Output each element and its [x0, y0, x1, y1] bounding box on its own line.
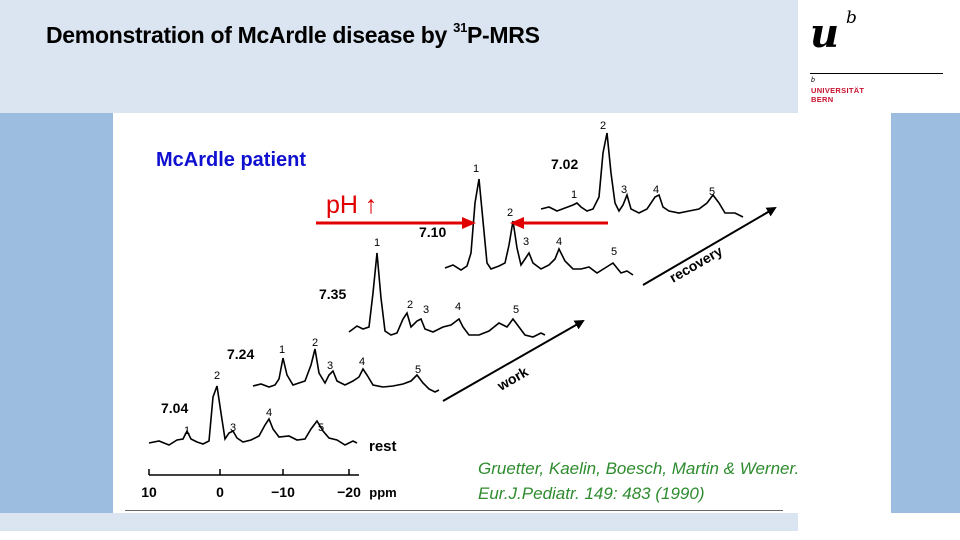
side-band-left: [0, 113, 113, 513]
peak-label: 1: [184, 425, 190, 437]
logo-text: UNIVERSITÄT BERN: [811, 86, 864, 104]
stage-label-rest: rest: [369, 438, 397, 455]
logo-mark-sup: b: [846, 8, 857, 28]
ppm-tick-label: −10: [271, 484, 295, 500]
peak-label: 3: [230, 422, 236, 434]
peak-label: 2: [600, 120, 606, 132]
patient-label: McArdle patient: [156, 149, 307, 171]
university-logo: u b b UNIVERSITÄT BERN: [798, 0, 960, 113]
peak-label: 1: [473, 163, 479, 175]
slide-title: Demonstration of McArdle disease by 31P-…: [46, 20, 540, 48]
spectrum-trace-recovery2: [540, 132, 744, 218]
ph-label: pH ↑: [326, 191, 377, 220]
peak-label: 3: [327, 360, 333, 372]
peak-label: 3: [621, 184, 627, 196]
peak-label: 2: [407, 299, 413, 311]
logo-text-line1: UNIVERSITÄT: [811, 86, 865, 95]
spectrum-ph-label: 7.04: [161, 400, 188, 416]
logo-mark: u: [810, 10, 840, 57]
spectrum-ph-label: 7.35: [319, 286, 346, 302]
ppm-tick-label: 10: [141, 484, 157, 500]
spectrum-trace-rest: [148, 385, 358, 446]
peak-label: 4: [266, 407, 272, 419]
peak-label: 1: [571, 189, 577, 201]
ppm-unit-label: ppm: [369, 485, 396, 500]
recovery-arrow: [642, 206, 777, 286]
mrs-figure: 10 0 −10 −20 ppm rest work recovery 7.04…: [113, 113, 891, 513]
citation: Gruetter, Kaelin, Boesch, Martin & Werne…: [478, 456, 799, 506]
spectrum-trace-recovery: [444, 178, 634, 276]
stage-label-recovery: recovery: [667, 242, 726, 285]
ph-arrow-right-head: [510, 217, 524, 229]
peak-label: 4: [556, 236, 562, 248]
side-band-right: [891, 113, 960, 513]
peak-label: 5: [318, 422, 324, 434]
spectra-plot: 10 0 −10 −20 ppm rest work recovery 7.04…: [141, 120, 777, 500]
work-arrow: [442, 320, 585, 402]
ph-label-text: pH: [326, 191, 358, 219]
ph-arrow-left-head: [462, 217, 476, 229]
spectrum-ph-label: 7.24: [227, 346, 254, 362]
peak-label: 2: [507, 207, 513, 219]
peak-label: 5: [513, 304, 519, 316]
peak-label: 4: [455, 301, 461, 313]
peak-label: 2: [214, 370, 220, 382]
peak-label: 4: [653, 184, 659, 196]
citation-journal: Eur.J.Pediatr. 149: 483 (1990): [478, 484, 705, 503]
logo-text-line2: BERN: [811, 95, 834, 104]
spectrum-ph-label: 7.02: [551, 156, 578, 172]
figure-bottom-rule: [125, 510, 783, 511]
peak-label: 3: [423, 304, 429, 316]
peak-label: 3: [523, 236, 529, 248]
footer-band: [0, 513, 798, 531]
logo-divider: [810, 73, 943, 74]
peak-label: 2: [312, 337, 318, 349]
ppm-tick-label: 0: [216, 484, 224, 500]
peak-label: 1: [279, 344, 285, 356]
peak-label: 4: [359, 356, 365, 368]
peak-label: 5: [709, 186, 715, 198]
peak-label: 5: [415, 364, 421, 376]
spectrum-trace-work: [252, 348, 440, 393]
peak-label: 5: [611, 246, 617, 258]
ppm-tick-label: −20: [337, 484, 361, 500]
logo-small-b: b: [811, 77, 815, 84]
spectrum-trace-work2: [348, 252, 546, 338]
citation-authors: Gruetter, Kaelin, Boesch, Martin & Werne…: [478, 459, 800, 478]
peak-label: 1: [374, 237, 380, 249]
spectrum-ph-label: 7.10: [419, 224, 446, 240]
header-band: [0, 0, 798, 113]
up-arrow-icon: ↑: [364, 191, 378, 219]
